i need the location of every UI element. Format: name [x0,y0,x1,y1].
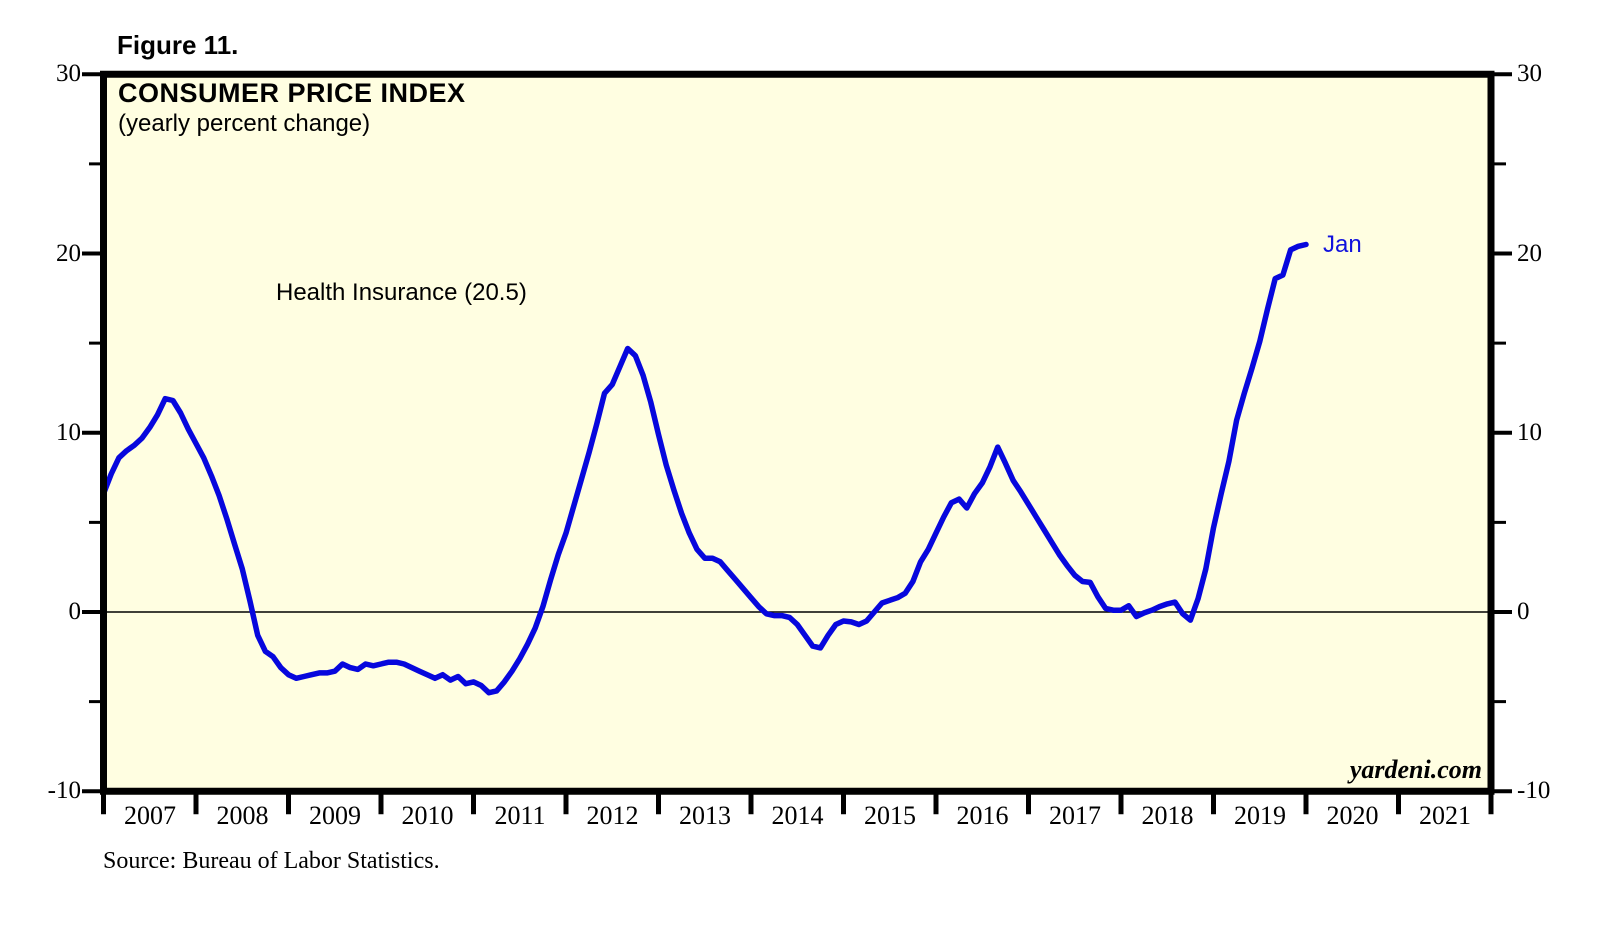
series-annotation-label: Health Insurance (20.5) [276,279,527,306]
x-axis-year-label: 2021 [1419,801,1471,830]
y-axis-tick-label-left: 20 [56,239,81,267]
y-axis-tick-label-right: 20 [1517,239,1542,267]
x-axis-year-label: 2010 [401,801,454,830]
y-axis-tick-label-left: -10 [47,777,81,805]
y-axis-tick-label-right: 0 [1517,598,1530,625]
x-axis-year-label: 2011 [494,801,546,830]
x-axis-year-label: 2020 [1326,801,1379,830]
x-axis-year-label: 2009 [309,801,361,830]
x-axis-year-label: 2019 [1234,801,1286,830]
chart-subtitle: (yearly percent change) [118,110,371,137]
x-axis-year-label: 2008 [216,801,269,830]
y-axis-tick-label-left: 0 [68,598,82,625]
x-axis-year-label: 2007 [124,801,176,830]
x-axis-year-label: 2013 [679,801,731,830]
source-note: Source: Bureau of Labor Statistics. [103,848,440,874]
x-axis-year-label: 2017 [1049,801,1101,830]
plot-border [100,70,1495,795]
figure-number-label: Figure 11. [117,30,239,60]
x-axis-year-label: 2012 [586,801,639,830]
plot-background [100,70,1495,795]
latest-point-label: Jan [1323,231,1362,258]
x-axis-year-label: 2018 [1141,801,1194,830]
chart-title: CONSUMER PRICE INDEX [118,78,466,108]
watermark-yardeni: yardeni.com [1349,755,1482,784]
y-axis-tick-label-right: -10 [1517,777,1551,805]
y-axis-tick-label-right: 10 [1517,418,1542,446]
x-axis-year-label: 2015 [864,801,916,830]
y-axis-tick-label-left: 30 [56,60,81,88]
health-insurance-data-line [100,241,1309,696]
y-axis-tick-label-left: 10 [56,418,81,446]
y-axis-tick-label-right: 30 [1517,60,1542,88]
x-axis-year-label: 2016 [956,801,1009,830]
x-axis-year-label: 2014 [771,801,824,830]
